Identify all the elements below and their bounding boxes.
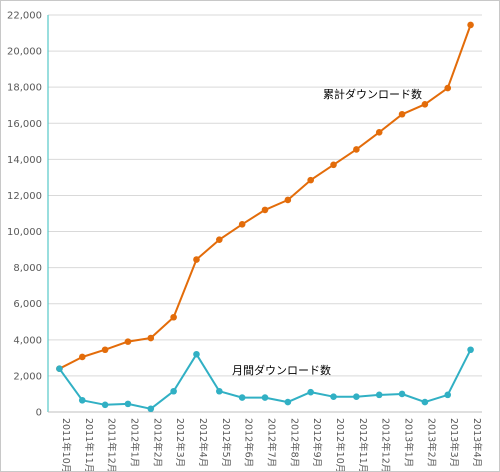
annotation-monthly: 月間ダウンロード数 (232, 363, 331, 377)
x-axis-ticks: 2011年10月 2011年11月 2011年12月 2012年1月 2012年2月 20… (60, 418, 483, 471)
data-point-cumulative (170, 313, 177, 321)
y-tick-label: 22,000 (7, 11, 42, 22)
series-line-cumulative (58, 24, 472, 370)
data-point-monthly (330, 393, 337, 400)
data-point-monthly (193, 350, 200, 358)
series-group (56, 21, 474, 413)
x-tick-label: 2012年8月 (288, 418, 300, 467)
y-tick-label: 10,000 (7, 227, 42, 238)
data-point-monthly (444, 391, 452, 399)
y-tick-label: 2,000 (13, 371, 42, 382)
x-tick-label: 2013年3月 (448, 418, 460, 467)
data-point-monthly (78, 396, 86, 404)
data-point-cumulative (398, 110, 406, 118)
data-point-cumulative (101, 346, 109, 354)
x-tick-label: 2011年11月 (83, 418, 95, 471)
x-tick-label: 2012年9月 (311, 418, 323, 467)
data-point-monthly (216, 387, 223, 395)
x-tick-label: 2011年10月 (60, 418, 72, 471)
y-tick-label: 6,000 (13, 299, 42, 310)
y-axis-ticks: 0 2,000 4,000 6,000 8,000 10,000 12,000 14,000 1… (7, 11, 42, 419)
data-point-monthly (467, 346, 474, 354)
data-point-cumulative (353, 146, 360, 153)
x-tick-label: 2012年11月 (357, 418, 369, 471)
x-tick-label: 2012年10月 (334, 418, 346, 471)
y-tick-label: 8,000 (13, 263, 42, 274)
data-point-cumulative (444, 84, 452, 92)
x-tick-label: 2011年12月 (106, 418, 118, 471)
x-tick-label: 2012年5月 (220, 418, 232, 467)
y-tick-label: 18,000 (7, 83, 42, 94)
data-point-monthly (238, 394, 246, 401)
x-tick-label: 2013年2月 (425, 418, 437, 467)
x-tick-label: 2012年7月 (266, 418, 278, 467)
data-point-cumulative (193, 256, 200, 263)
data-point-cumulative (375, 128, 383, 136)
data-point-cumulative (238, 221, 246, 228)
data-point-cumulative (467, 21, 474, 29)
data-point-monthly (147, 405, 155, 413)
data-point-monthly (353, 393, 360, 400)
x-tick-label: 2012年1月 (128, 418, 140, 467)
x-tick-label: 2013年4月 (471, 418, 483, 467)
data-point-cumulative (421, 101, 429, 108)
data-point-monthly (398, 390, 406, 398)
data-point-monthly (170, 387, 177, 395)
data-point-monthly (261, 394, 269, 401)
y-tick-label: 20,000 (7, 47, 42, 58)
annotation-cumulative: 累計ダウンロード数 (323, 87, 422, 101)
data-point-cumulative (307, 176, 314, 184)
data-point-cumulative (330, 161, 337, 169)
data-point-monthly (56, 365, 63, 372)
data-point-cumulative (216, 236, 223, 243)
y-tick-label: 14,000 (7, 155, 42, 166)
data-point-monthly (101, 401, 109, 409)
x-tick-label: 2012年2月 (151, 418, 163, 467)
data-point-cumulative (147, 334, 155, 342)
x-tick-label: 2012年3月 (174, 418, 186, 467)
gridlines (48, 14, 482, 377)
data-point-cumulative (124, 338, 132, 345)
y-tick-label: 12,000 (7, 191, 42, 202)
x-tick-label: 2012年6月 (243, 418, 255, 467)
data-point-monthly (375, 391, 383, 399)
data-point-monthly (421, 398, 429, 406)
data-point-monthly (124, 400, 132, 408)
x-tick-label: 2013年1月 (403, 418, 415, 467)
data-point-cumulative (261, 206, 269, 214)
y-tick-label: 0 (36, 408, 42, 419)
data-point-monthly (307, 388, 314, 396)
x-tick-label: 2012年12月 (380, 418, 392, 471)
x-tick-label: 2012年4月 (197, 418, 209, 467)
data-point-cumulative (78, 353, 86, 361)
y-tick-label: 4,000 (13, 335, 42, 346)
y-tick-label: 16,000 (7, 119, 42, 130)
data-point-cumulative (284, 196, 292, 204)
data-point-monthly (284, 398, 292, 406)
